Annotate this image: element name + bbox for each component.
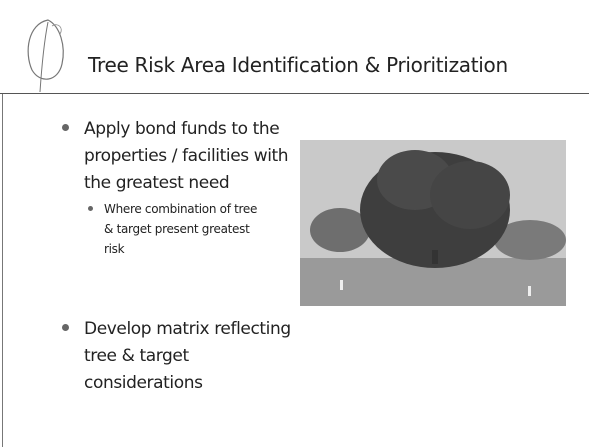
bullet-line: the greatest need — [84, 170, 229, 197]
bullet-line: tree & target — [84, 343, 189, 370]
bullet-line: properties / facilities with — [84, 143, 288, 170]
bullet-line: Apply bond funds to the — [84, 116, 279, 143]
sub-bullet-line: Where combination of tree — [104, 199, 257, 219]
bullet-dot — [62, 124, 69, 131]
bullet-line: considerations — [84, 370, 203, 397]
sub-bullet-line: & target present greatest — [104, 219, 249, 239]
sub-bullet-dot — [88, 206, 93, 211]
tree-photo — [300, 140, 566, 306]
bullet-dot — [62, 324, 69, 331]
slide: Tree Risk Area Identification & Prioriti… — [0, 0, 589, 447]
leaf-icon — [18, 12, 78, 102]
slide-title: Tree Risk Area Identification & Prioriti… — [88, 53, 508, 77]
slide-edge — [2, 94, 3, 447]
sub-bullet-line: risk — [104, 239, 124, 259]
title-rule — [0, 93, 589, 94]
bullet-line: Develop matrix reflecting — [84, 316, 291, 343]
